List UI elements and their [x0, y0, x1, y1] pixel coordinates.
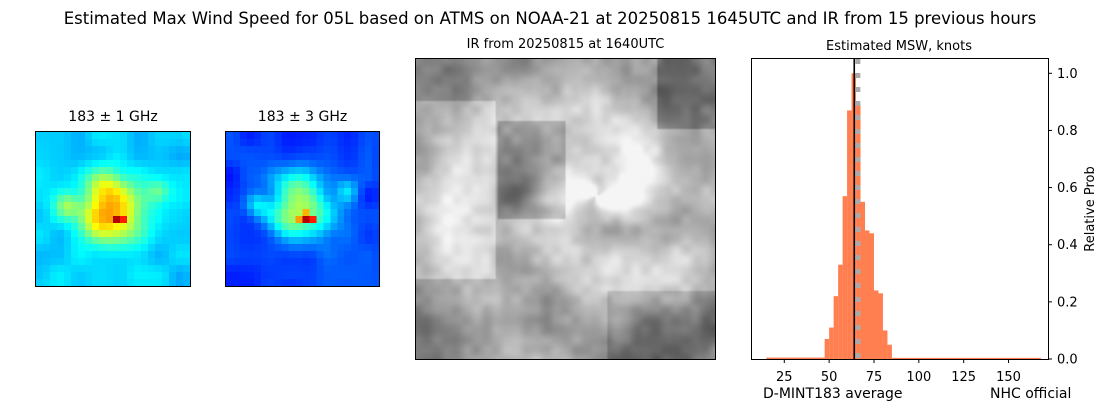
y-axis-label: Relative Prob: [1083, 166, 1098, 251]
x-tick-label: 50: [821, 370, 838, 385]
figure-title: Estimated Max Wind Speed for 05L based o…: [63, 9, 1037, 28]
y-tick-label: 0.4: [1057, 238, 1078, 253]
chart-title: Estimated MSW, knots: [826, 39, 972, 54]
mw-183-3-title: 183 ± 3 GHz: [257, 109, 348, 125]
ir-title: IR from 20250815 at 1640UTC: [466, 37, 665, 52]
ir-image: [415, 58, 716, 360]
plot-frame: [751, 58, 1049, 360]
mw-183-3-canvas: [226, 132, 379, 286]
legend: D-MINT183 average NHC official: [718, 386, 1098, 406]
histogram-bar: [869, 233, 874, 359]
histogram-bar: [865, 230, 870, 359]
histogram-bar: [838, 264, 843, 359]
mw-183-1-canvas: [36, 132, 190, 286]
y-tick-label: 0.6: [1057, 181, 1078, 196]
y-tick-label: 0.2: [1057, 295, 1078, 310]
x-tick-label: 150: [996, 370, 1021, 385]
histogram-bar: [842, 196, 848, 359]
x-tick-label: 75: [866, 370, 883, 385]
y-tick-label: 1.0: [1057, 67, 1078, 82]
legend-label-dmint: D-MINT183 average: [763, 386, 903, 402]
histogram-bar: [829, 327, 834, 359]
histogram-bar: [847, 110, 852, 359]
ir-canvas: [416, 59, 715, 359]
histogram-bar: [860, 201, 866, 359]
histogram-bar: [887, 344, 892, 359]
mw-183-3-image: [225, 131, 380, 287]
x-tick-label: 25: [776, 370, 793, 385]
legend-label-nhc: NHC official: [990, 386, 1072, 402]
histogram-bar: [882, 330, 888, 359]
x-tick-label: 125: [951, 370, 976, 385]
x-tick-label: 100: [906, 370, 931, 385]
histogram-bar: [833, 296, 839, 359]
y-tick-label: 0.0: [1057, 353, 1078, 368]
histogram-bar: [873, 290, 879, 359]
histogram-bar: [824, 339, 830, 359]
y-tick-label: 0.8: [1057, 124, 1078, 139]
histogram-bar: [878, 293, 883, 359]
mw-183-1-image: [35, 131, 191, 287]
mw-183-1-title: 183 ± 1 GHz: [68, 109, 158, 125]
histogram-bar: [891, 357, 1041, 359]
histogram-bar: [766, 357, 825, 359]
